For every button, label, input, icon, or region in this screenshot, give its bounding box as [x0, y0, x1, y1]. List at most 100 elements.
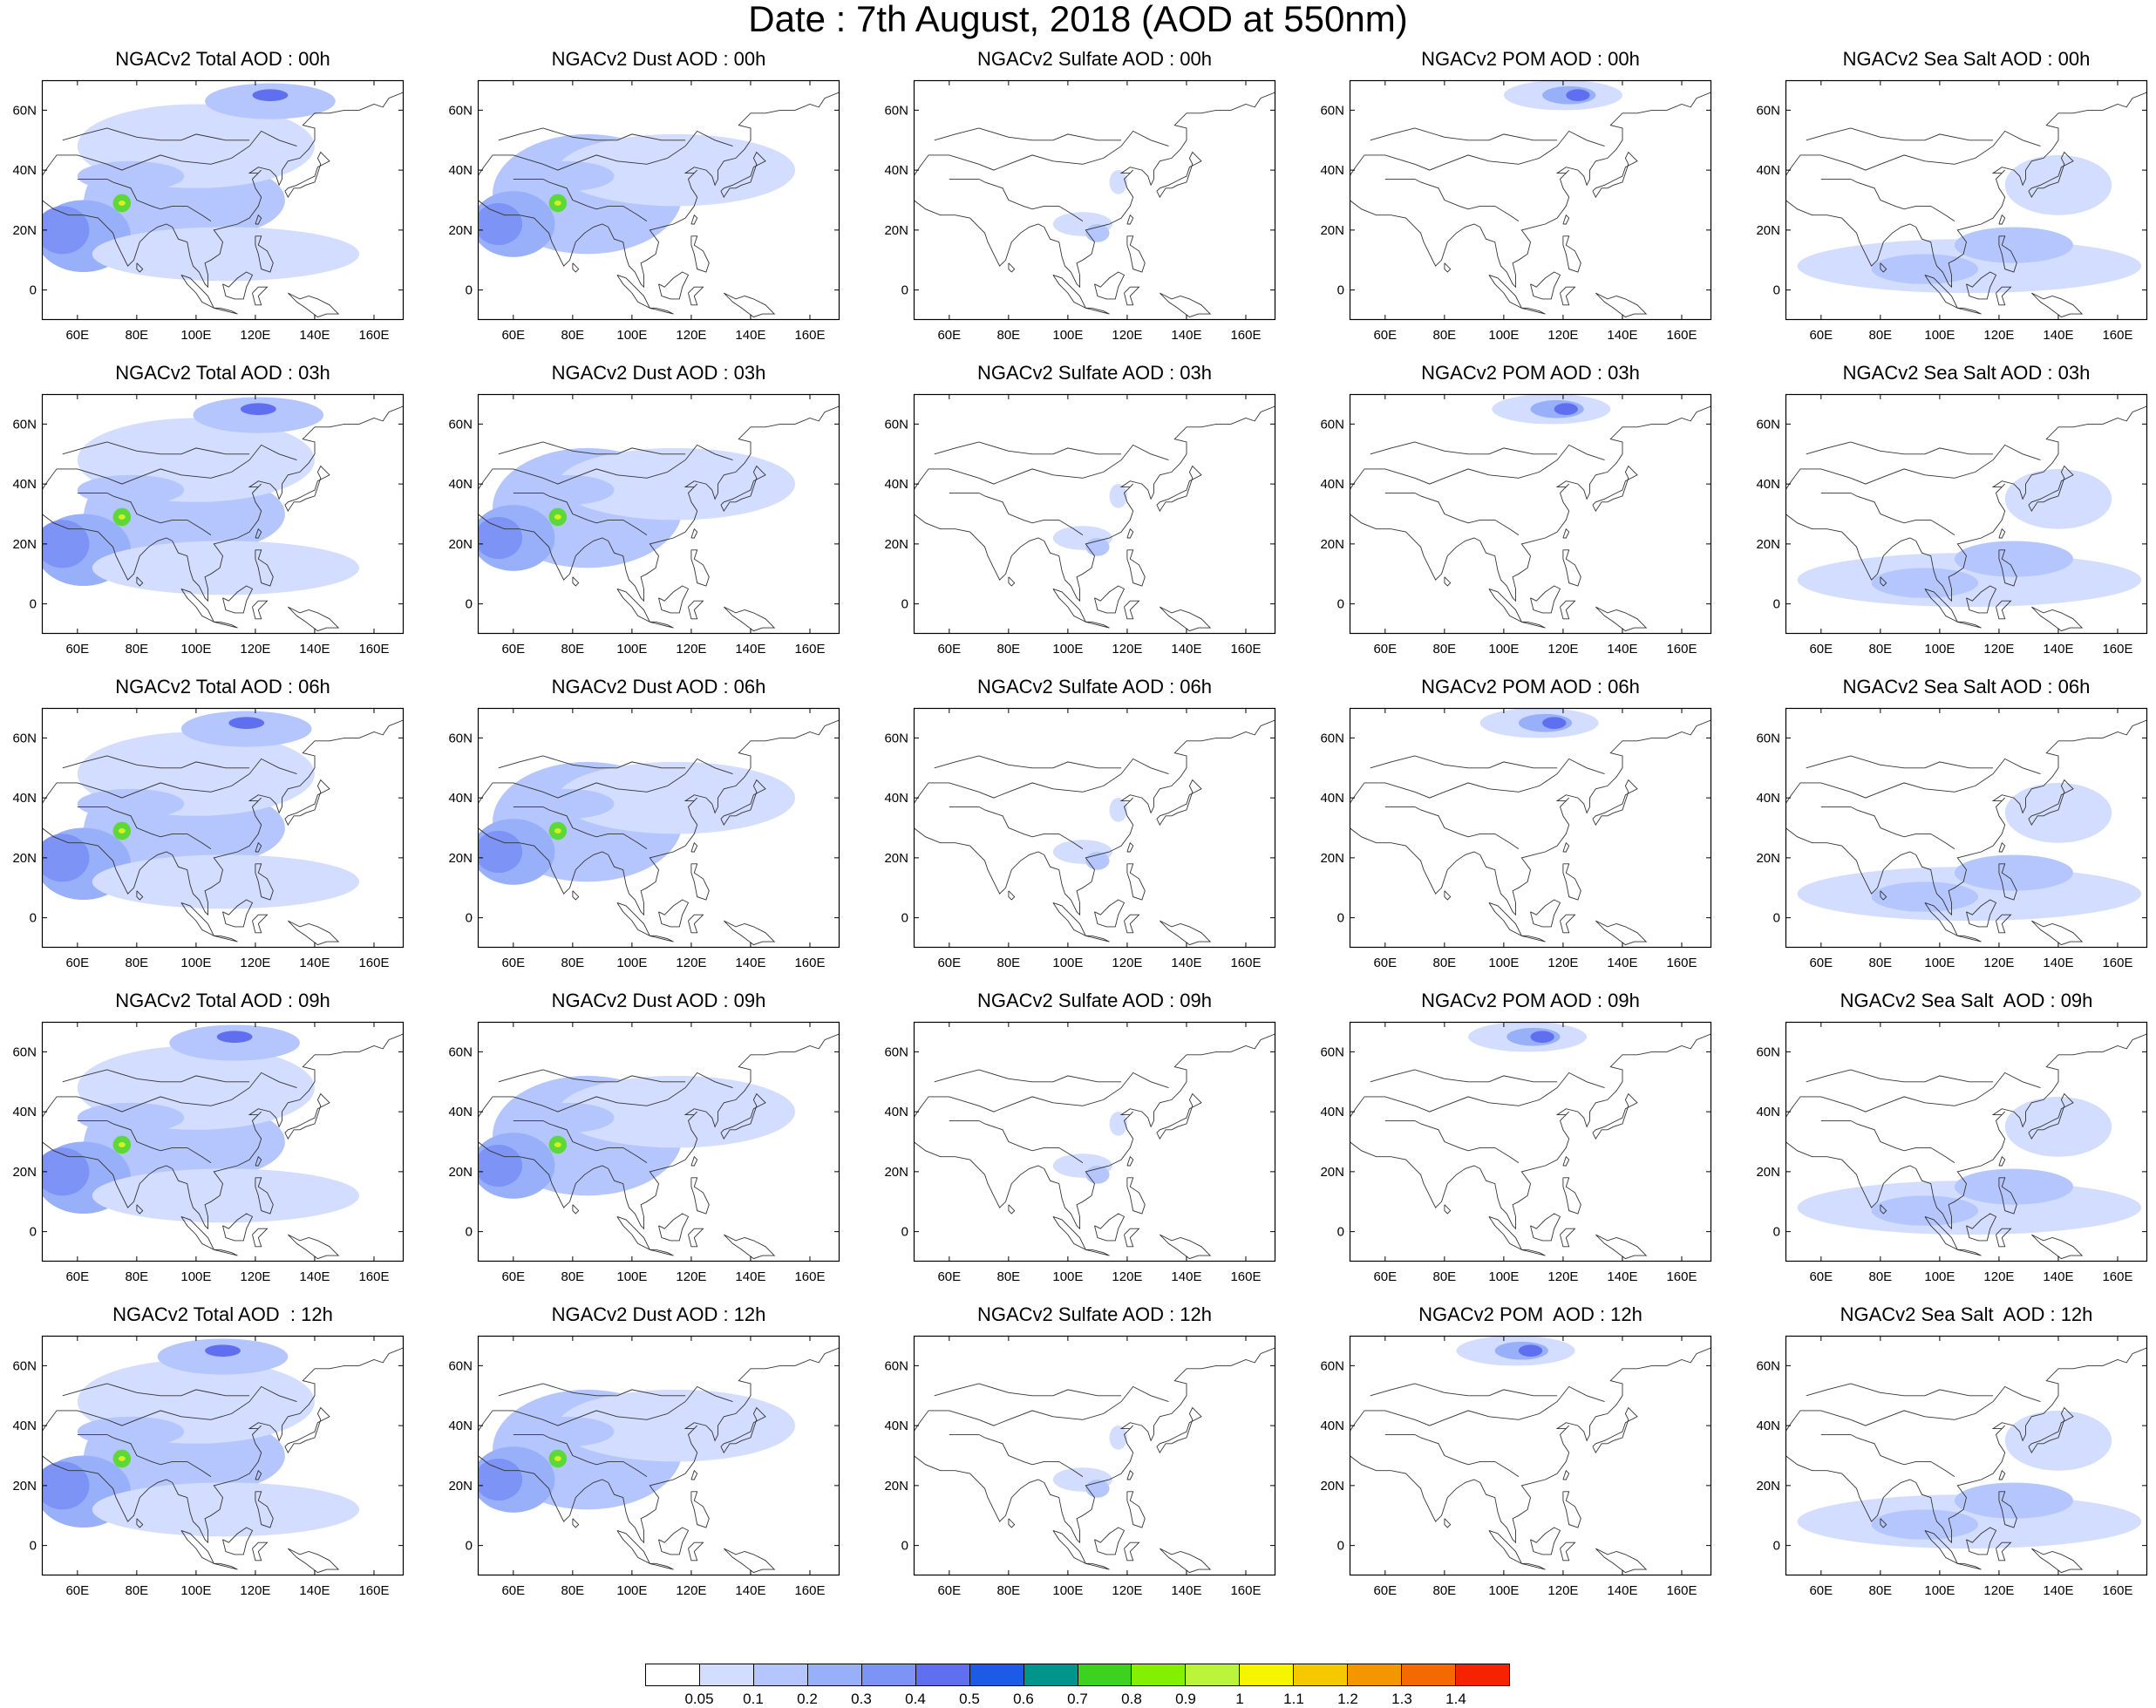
colorbar-label: 1.3 — [1391, 1691, 1412, 1707]
colorbar-label: 0.8 — [1121, 1691, 1142, 1707]
map-plot: 60E 80E 100E 120E 140E 160E — [913, 707, 1276, 970]
x-tick-label: 160E — [794, 1583, 825, 1598]
x-tick-label: 60E — [1809, 956, 1833, 970]
coastline — [1126, 235, 1146, 273]
coastlines — [1785, 719, 2147, 946]
coastline — [62, 441, 250, 455]
coastline — [1560, 600, 1576, 620]
coastline — [1998, 527, 2006, 539]
y-axis-labels: 0 20N 40N 60N — [12, 1358, 37, 1553]
map-plot: 60E 80E 100E 120E 140E 160E — [1785, 707, 2148, 970]
coastline — [1595, 292, 1648, 318]
x-tick-label: 60E — [65, 1269, 89, 1284]
coastline — [1350, 758, 1605, 805]
aod-contour-fill — [2004, 782, 2112, 843]
y-tick-label: 0 — [466, 283, 473, 298]
x-tick-label: 80E — [126, 1269, 149, 1284]
map-plot: 60E 80E 100E 120E 140E 160E — [1349, 707, 1712, 970]
coastline — [478, 405, 840, 602]
coastline — [1785, 1072, 2041, 1119]
y-tick-label: 20N — [12, 1165, 37, 1180]
x-tick-label: 140E — [2043, 1269, 2073, 1284]
x-tick-label: 80E — [1433, 1583, 1457, 1598]
coastline — [548, 1437, 648, 1477]
coastline — [1521, 1562, 1546, 1570]
aod-contour-fill — [1109, 170, 1127, 194]
coastline — [1562, 1491, 1581, 1528]
colorbar-label: 0.7 — [1067, 1691, 1088, 1707]
y-tick-label: 0 — [466, 911, 473, 926]
coastline — [1880, 1518, 1887, 1528]
y-axis-labels: 0 20N 40N 60N — [448, 103, 473, 298]
y-tick-label: 60N — [448, 103, 473, 118]
coastline — [2030, 606, 2084, 632]
colorbar-swatch — [1024, 1664, 1078, 1685]
coastline — [77, 806, 113, 811]
x-tick-label: 120E — [1112, 642, 1142, 657]
aod-field — [1797, 1096, 2142, 1235]
y-tick-label: 60N — [1756, 103, 1780, 118]
coastline — [934, 1069, 1122, 1083]
map-plot: 60E 80E 100E 120E 140E 160E — [913, 393, 1276, 657]
x-tick-label: 120E — [676, 956, 706, 970]
map-panel-pom-row1: NGACv2 POM AOD : 03h 60E 80E 100E 120E 140E 16… — [1320, 363, 1712, 672]
coastline — [498, 755, 686, 769]
panel-title: NGACv2 Total AOD : 06h — [115, 676, 330, 697]
aod-contour-fill — [252, 89, 289, 102]
aod-contour-fill — [1109, 1426, 1127, 1450]
coastline — [284, 151, 330, 199]
colorbar-label: 0.4 — [905, 1691, 926, 1707]
coastline — [984, 809, 1084, 849]
y-axis-labels: 0 20N 40N 60N — [1320, 417, 1344, 611]
coastline — [1785, 92, 2147, 289]
coastline — [1052, 274, 1087, 310]
y-tick-label: 0 — [901, 911, 908, 926]
coastline — [688, 1541, 704, 1562]
x-tick-label: 120E — [1983, 328, 2014, 343]
x-tick-label: 80E — [561, 1269, 585, 1284]
coastline — [214, 1249, 238, 1256]
coastline — [572, 576, 580, 587]
coastline — [1998, 863, 2017, 901]
y-axis-labels: 0 20N 40N 60N — [1756, 1045, 1780, 1239]
x-tick-label: 160E — [1230, 1583, 1261, 1598]
x-tick-label: 160E — [1230, 1269, 1261, 1284]
y-tick-label: 20N — [12, 851, 37, 866]
coastline — [1085, 1562, 1110, 1570]
coastline — [498, 1069, 686, 1083]
x-tick-label: 140E — [1607, 1583, 1637, 1598]
coastline — [914, 405, 1275, 602]
coastline — [1820, 806, 1857, 811]
y-tick-label: 40N — [1320, 1105, 1344, 1119]
x-tick-label: 120E — [240, 642, 270, 657]
coastline — [1966, 1213, 1997, 1242]
x-tick-label: 120E — [1983, 1269, 2014, 1284]
x-tick-label: 160E — [358, 956, 389, 970]
coastline — [1350, 405, 1711, 602]
y-tick-label: 20N — [448, 1165, 473, 1180]
x-tick-label: 120E — [1983, 956, 2014, 970]
colorbar-swatch — [1078, 1664, 1132, 1685]
coastline — [478, 1347, 840, 1544]
map-panel-total-row0: NGACv2 Total AOD : 00h 60E 80E 100E 120E 140E… — [12, 49, 405, 358]
y-tick-label: 40N — [1320, 163, 1344, 178]
x-tick-label: 60E — [937, 642, 961, 657]
coastline — [650, 935, 674, 942]
coastline — [255, 549, 274, 587]
coastline — [1996, 1541, 2012, 1562]
x-tick-label: 60E — [65, 642, 89, 657]
aod-contour-fill — [193, 397, 324, 433]
x-tick-label: 140E — [2043, 956, 2073, 970]
coastline — [1806, 441, 1994, 455]
map-plot: 60E 80E 100E 120E 140E 160E — [477, 393, 840, 657]
panel-title: NGACv2 Total AOD : 12h — [112, 1303, 333, 1325]
y-tick-label: 0 — [1773, 283, 1780, 298]
coastline — [688, 1228, 704, 1248]
x-tick-label: 160E — [358, 642, 389, 657]
aod-field — [42, 1024, 359, 1223]
page-title: Date : 7th August, 2018 (AOD at 550nm) — [748, 0, 1408, 39]
coastline — [1370, 755, 1558, 769]
colorbar-swatch — [1348, 1664, 1403, 1685]
panel-title: NGACv2 Dust AOD : 12h — [551, 1303, 766, 1325]
y-tick-label: 0 — [30, 1225, 37, 1240]
